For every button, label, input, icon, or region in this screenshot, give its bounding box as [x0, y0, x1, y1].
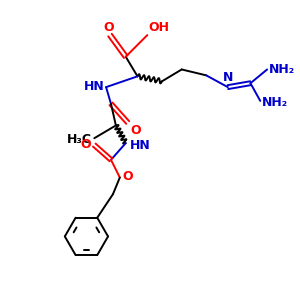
Text: O: O [81, 138, 91, 151]
Text: NH₂: NH₂ [262, 96, 288, 110]
Text: HN: HN [84, 80, 105, 93]
Text: H₃C: H₃C [67, 133, 92, 146]
Text: O: O [123, 170, 134, 183]
Text: N: N [223, 71, 233, 84]
Text: HN: HN [130, 139, 150, 152]
Text: OH: OH [148, 21, 169, 34]
Text: O: O [104, 21, 114, 34]
Text: O: O [130, 124, 141, 137]
Text: NH₂: NH₂ [269, 63, 295, 76]
